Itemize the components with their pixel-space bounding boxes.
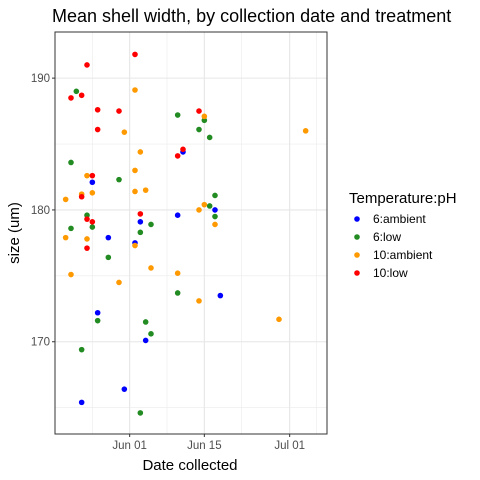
data-point xyxy=(201,117,208,124)
data-point xyxy=(78,346,85,353)
data-point xyxy=(142,319,149,325)
data-point xyxy=(84,236,90,242)
data-point xyxy=(132,242,138,249)
data-point xyxy=(137,410,144,416)
data-point xyxy=(89,179,96,186)
data-point xyxy=(94,126,101,133)
data-point xyxy=(94,309,101,316)
panel-background xyxy=(55,32,327,434)
data-point xyxy=(116,176,122,183)
data-point xyxy=(206,134,213,141)
data-point xyxy=(212,221,218,228)
data-point xyxy=(212,192,218,199)
data-point xyxy=(201,113,208,120)
data-point xyxy=(196,108,202,114)
data-point xyxy=(137,218,144,225)
legend-key xyxy=(354,252,360,258)
data-point xyxy=(132,188,138,195)
data-point xyxy=(212,213,218,220)
series-10-low xyxy=(68,51,202,251)
data-point xyxy=(196,298,202,304)
legend-key xyxy=(354,270,360,276)
data-point xyxy=(148,221,154,228)
data-point xyxy=(121,129,128,135)
data-point xyxy=(137,229,144,236)
legend: Temperature:pH 6:ambient 6:low 10:ambient 1… xyxy=(349,190,457,280)
data-point xyxy=(137,211,144,217)
data-point xyxy=(89,190,96,196)
data-point xyxy=(73,88,80,95)
data-point xyxy=(89,224,96,230)
data-point xyxy=(78,92,85,99)
data-point xyxy=(89,218,96,225)
data-point xyxy=(132,51,138,58)
data-point xyxy=(174,212,181,219)
data-point xyxy=(116,279,122,286)
data-point xyxy=(148,331,154,337)
data-point xyxy=(137,149,144,155)
data-point xyxy=(78,193,85,200)
legend-label: 10:low xyxy=(373,266,408,280)
series-10-ambient xyxy=(62,87,309,323)
data-point xyxy=(89,172,96,179)
panel-border xyxy=(54,31,328,435)
data-point xyxy=(148,265,154,271)
y-tick-label: 170 xyxy=(31,337,50,349)
legend-label: 10:ambient xyxy=(373,248,433,262)
data-point xyxy=(174,290,181,296)
data-point xyxy=(62,234,69,241)
legend-title: Temperature:pH xyxy=(349,190,457,207)
data-point xyxy=(68,95,74,101)
data-point xyxy=(94,106,101,113)
plot-area: 170 180 190 Jun 01 Jun 15 Jul 01 xyxy=(31,31,328,452)
x-tick-label: Jun 15 xyxy=(187,440,222,452)
data-point xyxy=(201,201,208,208)
data-point xyxy=(142,337,149,344)
data-point xyxy=(68,271,74,278)
x-tick-label: Jul 01 xyxy=(274,440,305,452)
data-point xyxy=(84,245,90,251)
data-point xyxy=(68,159,74,166)
legend-label: 6:low xyxy=(373,230,401,244)
data-point xyxy=(116,108,122,114)
data-point xyxy=(84,216,90,222)
legend-key xyxy=(354,216,360,222)
data-point xyxy=(105,254,112,261)
x-axis-title: Date collected xyxy=(142,457,237,474)
data-point xyxy=(196,207,202,213)
chart-title: Mean shell width, by collection date and… xyxy=(52,6,451,26)
data-point xyxy=(132,167,138,174)
data-point xyxy=(84,212,90,219)
data-point xyxy=(105,234,112,241)
y-tick-label: 190 xyxy=(31,73,50,85)
x-tick-label: Jun 01 xyxy=(112,440,147,452)
data-point xyxy=(142,187,149,193)
y-tick-label: 180 xyxy=(31,205,50,217)
series-6-low xyxy=(68,88,218,416)
data-point xyxy=(78,399,85,406)
data-point xyxy=(84,62,90,68)
data-point xyxy=(180,146,186,153)
data-point xyxy=(121,386,128,392)
data-point xyxy=(62,196,69,203)
data-point xyxy=(276,316,282,323)
data-point xyxy=(94,317,101,324)
y-axis-title: size (um) xyxy=(6,202,23,264)
data-point xyxy=(174,112,181,118)
data-point xyxy=(217,292,224,299)
data-point xyxy=(212,207,218,213)
data-point xyxy=(196,126,202,133)
data-point xyxy=(174,153,181,159)
data-point xyxy=(174,270,181,277)
data-point xyxy=(84,172,90,179)
data-point xyxy=(302,128,309,134)
data-point xyxy=(206,203,213,209)
legend-label: 6:ambient xyxy=(373,212,426,226)
legend-key xyxy=(354,234,360,240)
data-point xyxy=(68,225,74,232)
data-point xyxy=(132,87,138,93)
